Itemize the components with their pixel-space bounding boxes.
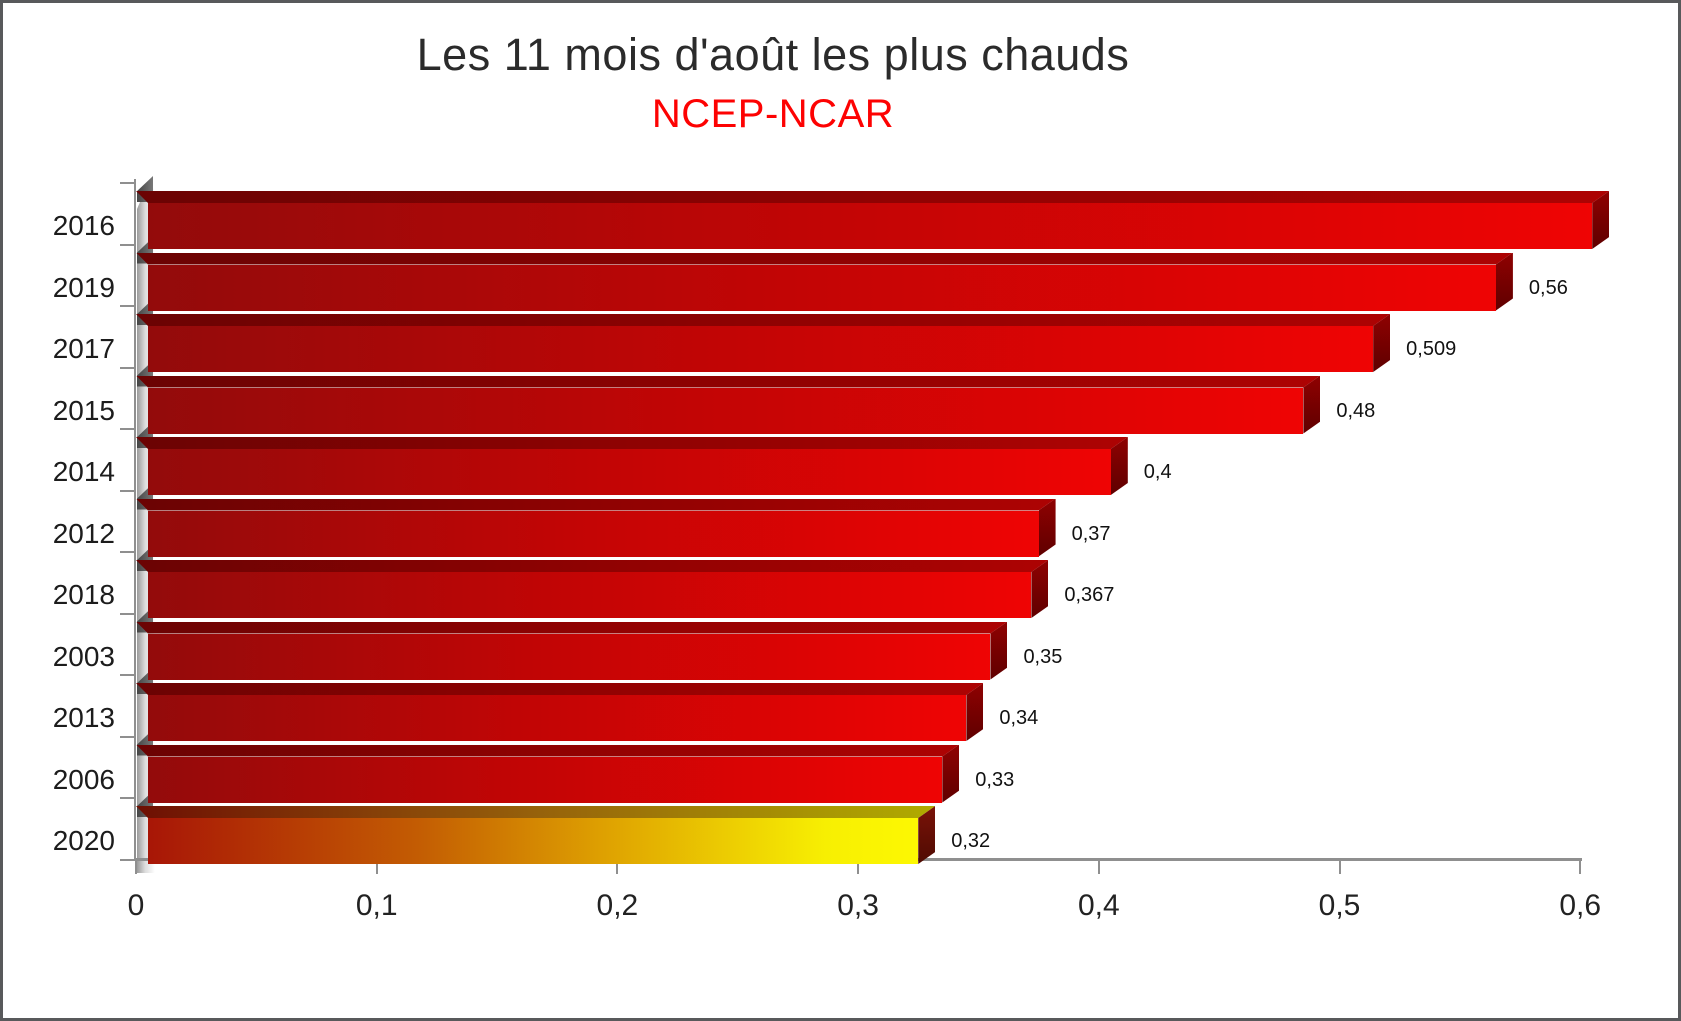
- bar-top-face: [136, 745, 959, 757]
- bar-face: [148, 387, 1304, 434]
- bar-top-face: [136, 437, 1128, 449]
- bar-top-face: [136, 806, 935, 818]
- year-label: 2003: [52, 640, 115, 672]
- y-tick: [120, 428, 136, 430]
- y-tick: [120, 797, 136, 799]
- x-tick-label: 0,5: [1318, 889, 1361, 922]
- bar-face: [148, 510, 1039, 557]
- value-label: 0,56: [1528, 276, 1568, 299]
- x-tick: [1338, 860, 1341, 874]
- y-tick: [120, 489, 136, 492]
- bar-side-face: [1110, 437, 1128, 495]
- bar-face: [148, 572, 1032, 618]
- chart-title: Les 11 mois d'août les plus chauds: [416, 29, 1130, 80]
- x-tick-label: 0,2: [596, 889, 639, 922]
- bar-face: [148, 264, 1496, 311]
- bar-side-face: [1031, 560, 1049, 618]
- bar-face: [148, 633, 991, 680]
- bar-face: [148, 695, 967, 741]
- x-tick-label: 0,4: [1077, 889, 1120, 922]
- chart-subtitle: NCEP-NCAR: [651, 92, 895, 137]
- chart-title-block: Les 11 mois d'août les plus chauds NCEP-…: [3, 27, 1543, 139]
- y-tick: [120, 612, 136, 615]
- value-label: 0,34: [999, 707, 1039, 729]
- x-tick-label: 0,3: [837, 889, 879, 922]
- year-label: 2019: [52, 271, 115, 303]
- bar-face: [148, 203, 1593, 249]
- x-tick: [135, 860, 137, 874]
- bar-face: [148, 326, 1374, 372]
- y-tick: [120, 305, 136, 307]
- year-label: 2020: [52, 825, 115, 856]
- year-label: 2016: [52, 210, 115, 241]
- bar-top-face: [136, 683, 983, 695]
- y-tick: [120, 858, 136, 861]
- bar-top-face: [136, 499, 1056, 511]
- year-label: 2013: [52, 702, 115, 733]
- y-tick: [120, 243, 136, 246]
- value-label: 0,35: [1023, 645, 1063, 668]
- x-tick: [616, 860, 619, 874]
- plot-area: 0 0,1 0,2 0,3 0,4 0,5 0,6 2016 2019 0,56 2017 0,509…: [3, 3, 1678, 1018]
- value-label: 0,48: [1336, 399, 1376, 422]
- year-label: 2006: [52, 763, 115, 795]
- year-label: 2015: [52, 394, 115, 426]
- bar-face: [148, 818, 919, 864]
- x-tick-label: 0: [127, 889, 145, 922]
- y-tick: [120, 551, 136, 553]
- value-label: 0,367: [1064, 584, 1115, 606]
- value-label: 0,509: [1406, 338, 1457, 360]
- y-tick: [120, 674, 136, 676]
- bar-side-face: [1373, 314, 1391, 372]
- y-tick: [120, 735, 136, 738]
- x-tick: [857, 860, 860, 874]
- bar-side-face: [990, 621, 1008, 680]
- y-tick: [120, 366, 136, 369]
- y-axis-line: [134, 179, 136, 860]
- bar-top-face: [136, 191, 1609, 203]
- year-label: 2018: [52, 579, 115, 610]
- bar-face: [148, 756, 943, 803]
- bar-top-face: [136, 560, 1048, 572]
- bar-top-face: [136, 314, 1390, 326]
- x-tick: [375, 860, 378, 874]
- bar-side-face: [1592, 191, 1610, 249]
- value-label: 0,33: [975, 768, 1015, 791]
- year-label: 2014: [52, 456, 115, 487]
- x-tick-label: 0,1: [355, 889, 398, 922]
- y-tick: [120, 182, 136, 184]
- bar-side-face: [1038, 498, 1056, 557]
- bar-side-face: [1303, 375, 1321, 434]
- bar-side-face: [966, 683, 984, 741]
- bar-side-face: [942, 744, 960, 803]
- bar-top-face: [136, 253, 1513, 265]
- year-label: 2012: [52, 517, 115, 549]
- bar-face: [148, 449, 1111, 495]
- bar-top-face: [136, 622, 1007, 634]
- bar-top-face: [136, 376, 1320, 388]
- bar-side-face: [1495, 252, 1513, 311]
- bar-side-face: [918, 806, 936, 864]
- x-tick: [1579, 860, 1582, 874]
- value-label: 0,4: [1143, 461, 1172, 483]
- x-tick-label: 0,6: [1559, 889, 1602, 922]
- value-label: 0,32: [951, 830, 991, 852]
- value-label: 0,37: [1071, 522, 1111, 545]
- x-tick: [1097, 860, 1100, 874]
- year-label: 2017: [52, 333, 115, 364]
